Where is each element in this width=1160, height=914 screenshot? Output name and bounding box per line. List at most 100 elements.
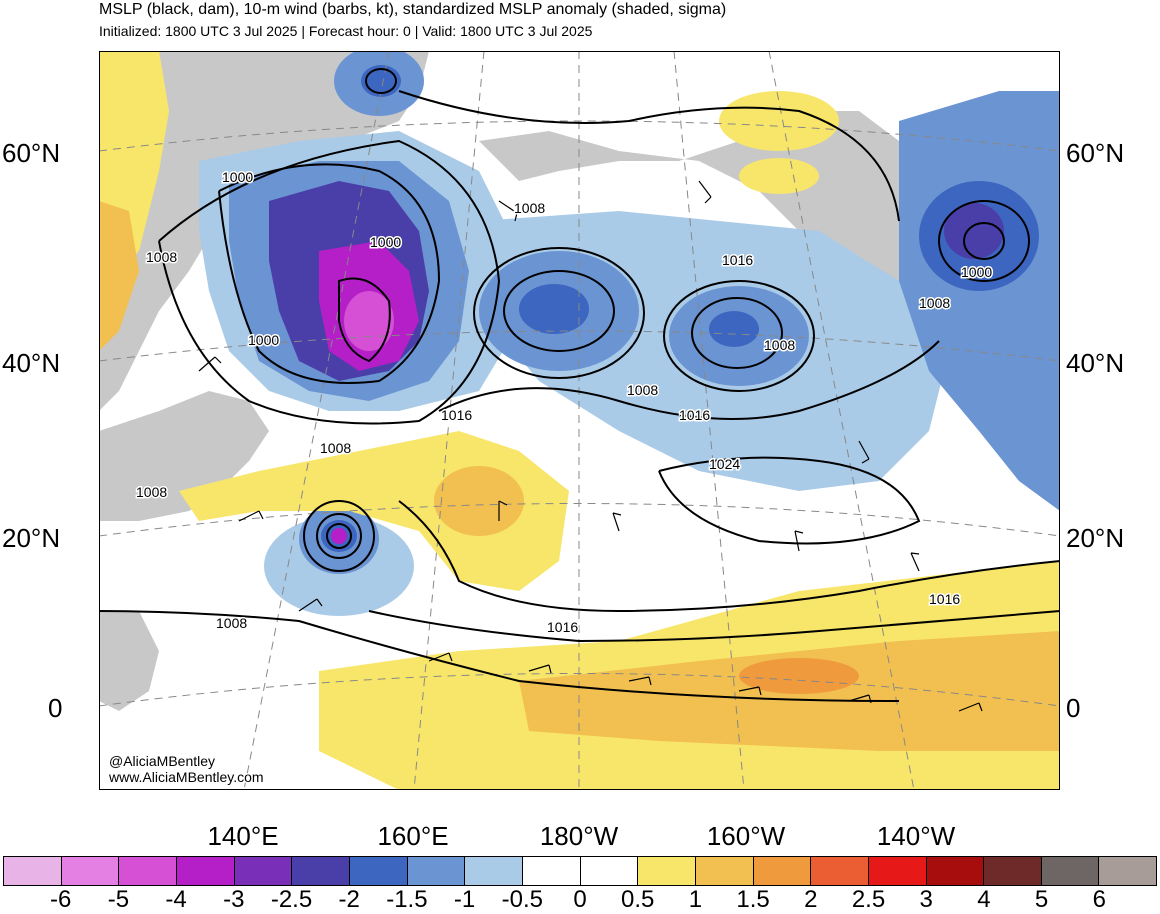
colorbar-tick-label: 2 [804, 886, 818, 913]
contour-label: 1016 [441, 407, 472, 423]
colorbar-tick-label: -1 [453, 886, 476, 913]
contour-kamchatka [365, 68, 397, 94]
lon-label-140e: 140°E [207, 821, 279, 851]
contour-central-low-1 [503, 270, 615, 352]
credit-handle: @AliciaMBentley [109, 753, 215, 769]
anomaly-negative-layer [199, 51, 1060, 616]
contour-label: 1008 [764, 337, 795, 353]
contour-label: 1008 [320, 440, 351, 456]
anomaly-low-central-1-core [519, 284, 589, 334]
anomaly-typhoon-core [331, 528, 347, 544]
map-title: MSLP (black, dam), 10-m wind (barbs, kt)… [99, 1, 727, 18]
contour-east-low-inner [963, 222, 1005, 260]
contour-typhoon-3 [303, 500, 375, 572]
wind-barb [528, 664, 552, 674]
colorbar-tick-label: -0.5 [501, 886, 543, 913]
colorbar-swatch [292, 857, 350, 885]
colorbar-swatch [926, 857, 985, 885]
colorbar-tick-label: -2.5 [270, 886, 313, 913]
contour-label: 1000 [222, 169, 253, 185]
lon-label-140w: 140°W [876, 821, 956, 851]
grid-lon-160e [413, 51, 485, 790]
wind-barb [612, 512, 622, 532]
anomaly-high-equatorial-peak [739, 658, 859, 694]
contour-label: 1016 [929, 591, 960, 607]
contour-1008-west [158, 139, 501, 425]
colorbar-tick-label: 5 [1034, 886, 1049, 913]
colorbar-swatch [349, 857, 408, 885]
anomaly-high-alaska [739, 158, 819, 194]
contour-1000-west [218, 163, 441, 384]
contour-label: 1008 [146, 249, 177, 265]
contour-label: 1008 [514, 200, 545, 216]
anomaly-high-subtropic-core [434, 466, 524, 536]
contour-label: 1000 [961, 264, 992, 280]
colorbar-tick-label: -3 [223, 886, 245, 913]
wind-barb [794, 530, 804, 552]
wind-barb [858, 440, 870, 464]
wind-barb [498, 500, 508, 521]
land-philippines [99, 611, 159, 711]
contour-1008-south [99, 610, 900, 702]
wind-barb [848, 694, 872, 704]
colorbar-swatch [638, 857, 696, 885]
contour-label: 1016 [547, 619, 578, 635]
lat-label-left-40n: 40°N [2, 348, 61, 378]
contour-label: 1000 [370, 234, 401, 250]
graticule [99, 51, 1060, 790]
colorbar-swatch [1099, 857, 1157, 885]
map-credit: @AliciaMBentley www.AliciaMBentley.com [107, 752, 266, 787]
contour-central-low-2-outer [663, 280, 815, 392]
land-japan [99, 391, 269, 521]
contour-label: 1008 [216, 615, 247, 631]
colorbar-tick-label: -2 [338, 886, 360, 913]
contour-1016-central [438, 340, 940, 420]
lon-label-160w: 160°W [706, 821, 786, 851]
contour-label: 1000 [248, 332, 279, 348]
colorbar-tick-label: 4 [977, 886, 991, 913]
lat-label-right-0: 0 [1066, 693, 1081, 723]
wind-barb [958, 702, 983, 712]
contour-labels: 1000 1000 1000 1008 1008 1008 1008 1008 … [135, 168, 994, 637]
anomaly-high-bering [719, 91, 839, 151]
lat-label-right-20n: 20°N [1066, 523, 1125, 553]
colorbar-swatch [695, 857, 754, 885]
contour-1016-subtropic [398, 500, 1060, 613]
anomaly-high-west-edge-core [99, 201, 139, 351]
grid-lon-160w [673, 51, 745, 790]
colorbar-swatch [119, 857, 177, 885]
weather-map: 1000 1000 1000 1008 1008 1008 1008 1008 … [99, 51, 1060, 790]
contour-label: 1008 [136, 484, 167, 500]
wind-barb [498, 200, 518, 222]
anomaly-positive-layer [99, 51, 1060, 790]
mslp-contours [99, 68, 1060, 702]
land-alaska [479, 111, 959, 321]
lon-label-180w: 180°W [539, 821, 619, 851]
colorbar-swatch [522, 857, 581, 885]
colorbar-tick-label: -4 [165, 886, 187, 913]
colorbar-swatch [4, 857, 62, 885]
contour-label: 1024 [709, 456, 740, 472]
wind-barb [298, 598, 323, 612]
contour-east-low [938, 200, 1030, 282]
wind-barb [238, 510, 264, 522]
colorbar-tick-label: 3 [919, 886, 933, 913]
lat-label-left-0: 0 [48, 693, 63, 723]
lat-label-right-40n: 40°N [1066, 348, 1125, 378]
lat-label-left-20n: 20°N [2, 523, 61, 553]
colorbar-tick-label: 6 [1092, 886, 1106, 913]
colorbar [3, 856, 1157, 886]
map-canvas: 1000 1000 1000 1008 1008 1008 1008 1008 … [99, 51, 1060, 790]
colorbar-swatch [61, 857, 120, 885]
lat-label-left-60n: 60°N [2, 138, 61, 168]
anomaly-low-east-peak [944, 203, 1004, 259]
contour-1024 [658, 456, 921, 545]
colorbar-tick-label: -1.5 [386, 886, 428, 913]
colorbar-tick-label: 1 [688, 886, 703, 913]
contour-typhoon-2 [316, 513, 362, 559]
contour-1016-south [368, 610, 1060, 643]
colorbar-swatch [176, 857, 235, 885]
contour-central-low-1-outer [473, 247, 645, 379]
contour-1016-north [398, 90, 900, 222]
colorbar-tick-label: -6 [50, 886, 72, 913]
